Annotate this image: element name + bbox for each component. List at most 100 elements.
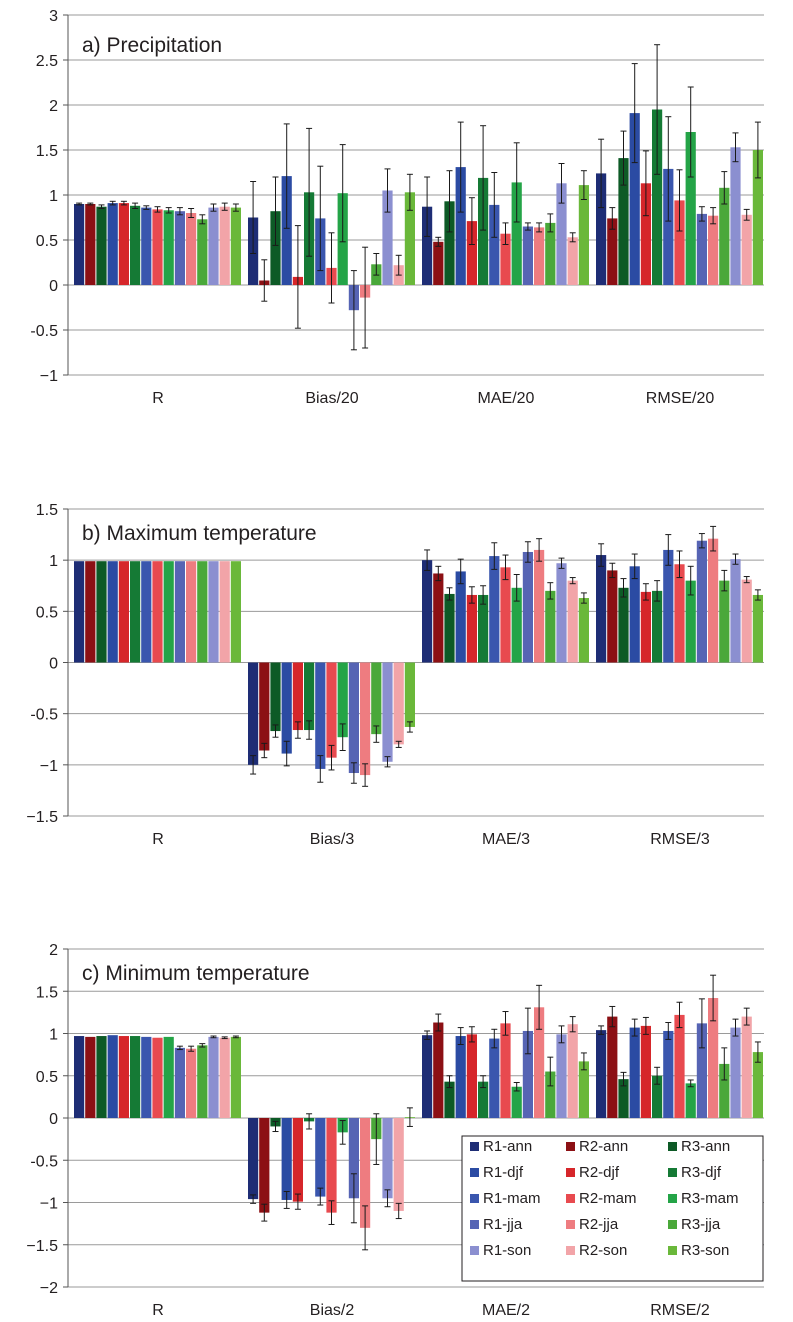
legend-label: R2-djf xyxy=(579,1164,620,1181)
bar xyxy=(433,241,444,285)
x-category-label: R xyxy=(152,1302,164,1319)
bar xyxy=(281,1118,292,1200)
legend-swatch xyxy=(668,1168,677,1177)
bar xyxy=(455,571,466,663)
bar xyxy=(629,113,640,285)
bar xyxy=(74,561,85,663)
bar xyxy=(174,211,185,285)
legend: R1-ann R2-ann R3-ann R1-djf R2-djf R3-djf R1-m… xyxy=(461,1135,764,1282)
bar xyxy=(85,561,96,663)
y-tick-label: −1.5 xyxy=(26,1238,58,1255)
y-tick-label: -0.5 xyxy=(30,1153,58,1170)
y-tick-label: 0.5 xyxy=(36,1069,58,1086)
legend-swatch xyxy=(566,1220,575,1229)
x-category-label: Bias/3 xyxy=(310,831,355,848)
x-category-label: Bias/20 xyxy=(305,390,358,407)
y-tick-label: -0.5 xyxy=(30,707,58,724)
bar xyxy=(174,1047,185,1118)
bar xyxy=(219,561,230,663)
bar xyxy=(674,200,685,285)
y-tick-label: 3 xyxy=(49,8,58,25)
bar xyxy=(404,192,415,285)
bar xyxy=(522,1030,533,1118)
bar xyxy=(556,1034,567,1118)
x-category-label: RMSE/3 xyxy=(650,831,710,848)
bar xyxy=(629,1027,640,1118)
y-tick-label: 0 xyxy=(49,278,58,295)
bar xyxy=(578,185,589,285)
bar xyxy=(752,1052,763,1118)
bar xyxy=(382,662,393,762)
legend-label: R1-son xyxy=(483,1242,531,1259)
bar xyxy=(186,561,197,663)
legend-label: R3-jja xyxy=(681,1216,721,1233)
bar xyxy=(208,1036,219,1118)
bar xyxy=(567,1024,578,1118)
bar xyxy=(545,222,556,285)
bar xyxy=(141,561,152,663)
bar xyxy=(259,662,270,751)
bar xyxy=(618,1079,629,1118)
bar xyxy=(270,662,281,732)
bar xyxy=(696,213,707,285)
bar xyxy=(219,1037,230,1118)
legend-label: R2-mam xyxy=(579,1190,637,1207)
bar xyxy=(360,662,371,776)
bar xyxy=(596,173,607,285)
bar xyxy=(719,187,730,285)
legend-label: R1-djf xyxy=(483,1164,524,1181)
x-category-label: R xyxy=(152,390,164,407)
bar xyxy=(730,147,741,285)
bar xyxy=(404,662,415,727)
bar xyxy=(466,594,477,663)
bar xyxy=(96,1036,107,1118)
bar xyxy=(719,1063,730,1118)
legend-label: R3-djf xyxy=(681,1164,722,1181)
y-tick-label: 2 xyxy=(49,98,58,115)
x-category-label: RMSE/2 xyxy=(650,1302,710,1319)
bar xyxy=(422,206,433,285)
bar xyxy=(674,1014,685,1118)
bar xyxy=(393,662,404,745)
bar xyxy=(730,559,741,663)
bar xyxy=(118,1036,129,1118)
bar xyxy=(708,538,719,663)
bar xyxy=(197,219,208,285)
bar xyxy=(741,214,752,285)
bar xyxy=(152,1037,163,1118)
y-tick-label: 2 xyxy=(49,942,58,959)
legend-label: R2-ann xyxy=(579,1138,628,1155)
bar xyxy=(85,204,96,285)
bar xyxy=(719,580,730,663)
bar xyxy=(382,190,393,285)
bar xyxy=(197,1045,208,1118)
bar xyxy=(107,1035,118,1118)
legend-swatch xyxy=(668,1194,677,1203)
bar xyxy=(74,1036,85,1118)
bar xyxy=(696,540,707,663)
bar xyxy=(152,561,163,663)
bar xyxy=(141,207,152,285)
x-category-label: MAE/20 xyxy=(478,390,535,407)
bar xyxy=(741,1016,752,1118)
y-tick-label: 1 xyxy=(49,1027,58,1044)
y-tick-label: 0 xyxy=(49,656,58,673)
bar xyxy=(708,215,719,285)
legend-swatch xyxy=(668,1220,677,1229)
y-tick-label: 1.5 xyxy=(36,143,58,160)
y-tick-label: 0.5 xyxy=(36,604,58,621)
bar xyxy=(141,1036,152,1118)
y-tick-label: −1 xyxy=(40,368,58,385)
bar xyxy=(663,1030,674,1118)
bar xyxy=(511,587,522,663)
bar xyxy=(685,1083,696,1118)
bar xyxy=(522,551,533,663)
bar xyxy=(107,203,118,285)
bar xyxy=(607,218,618,285)
bar xyxy=(652,109,663,285)
legend-box xyxy=(461,1135,764,1282)
x-category-label: MAE/3 xyxy=(482,831,530,848)
bar xyxy=(118,561,129,663)
bar xyxy=(752,150,763,285)
bar xyxy=(281,176,292,285)
